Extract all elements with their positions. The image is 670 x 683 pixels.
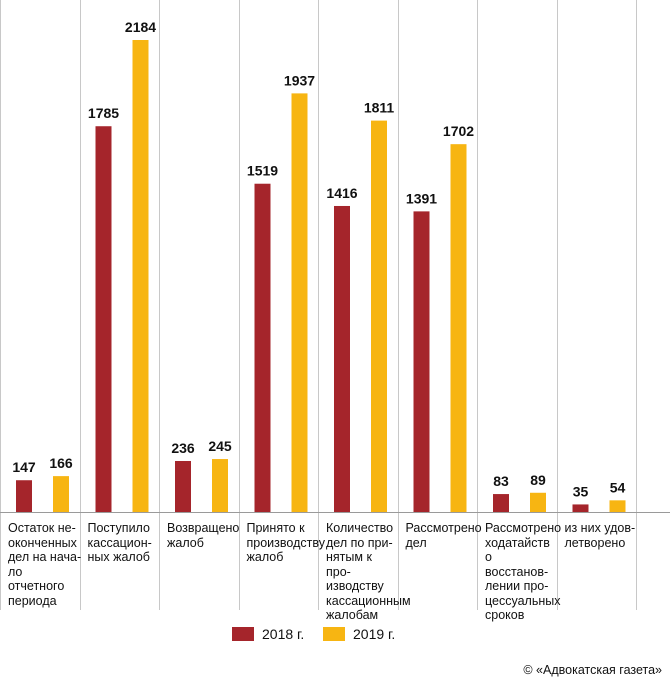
data-label: 236 (171, 440, 195, 456)
bar (413, 211, 430, 512)
data-label: 1416 (326, 185, 357, 201)
legend-swatch-2019 (323, 627, 345, 641)
data-label: 245 (208, 438, 232, 454)
bar (254, 183, 271, 512)
legend-label-2019: 2019 г. (353, 626, 396, 642)
bar-chart: 147 1785 236 1519 1416 1391 83 35 166 2184 245 1937… (0, 0, 670, 610)
legend-swatch-2018 (232, 627, 254, 641)
data-label: 1519 (247, 163, 278, 179)
category-label: Возвращено жалоб (167, 521, 240, 550)
bar (175, 460, 191, 512)
data-label: 1811 (364, 100, 395, 116)
category-label: Поступило кассацион-ных жалоб (87, 521, 152, 564)
category-label: Рассмотрено ходатайств о восстанов-лении п… (485, 521, 562, 622)
data-label: 35 (573, 483, 589, 499)
category-label: Количество дел по при-нятым к про-изводст… (326, 521, 411, 622)
bar (95, 126, 112, 512)
legend-label-2018: 2018 г. (262, 626, 305, 642)
bar (291, 93, 308, 512)
data-label: 1937 (284, 72, 315, 88)
category-label: Рассмотрено дел (405, 521, 482, 550)
data-label: 2184 (125, 19, 156, 35)
data-label: 54 (610, 479, 626, 495)
data-label: 147 (12, 459, 36, 475)
legend-item-2018: 2018 г. (232, 626, 304, 642)
bar (371, 120, 387, 512)
data-label: 1785 (88, 105, 119, 121)
legend-item-2019: 2019 г. (323, 626, 395, 642)
data-label: 83 (493, 473, 509, 489)
bar (609, 500, 626, 512)
bar (493, 494, 509, 512)
bar (16, 480, 32, 512)
source-credit: © «Адвокатская газета» (523, 663, 662, 677)
data-label: 1391 (406, 190, 437, 206)
category-label: Принято к производству жалоб (246, 521, 325, 564)
data-label: 166 (49, 455, 73, 471)
legend: 2018 г. 2019 г. (0, 626, 670, 646)
bar (212, 459, 228, 512)
bar (572, 504, 589, 512)
bar (53, 476, 69, 512)
data-label: 1702 (443, 123, 474, 139)
bar (450, 144, 467, 512)
data-label: 89 (530, 472, 546, 488)
bar (530, 492, 546, 512)
bar (132, 40, 149, 512)
category-label: из них удов-летворено (564, 521, 636, 550)
bar (334, 205, 350, 512)
category-label: Остаток не-оконченных дел на нача-ло отче… (8, 521, 82, 608)
